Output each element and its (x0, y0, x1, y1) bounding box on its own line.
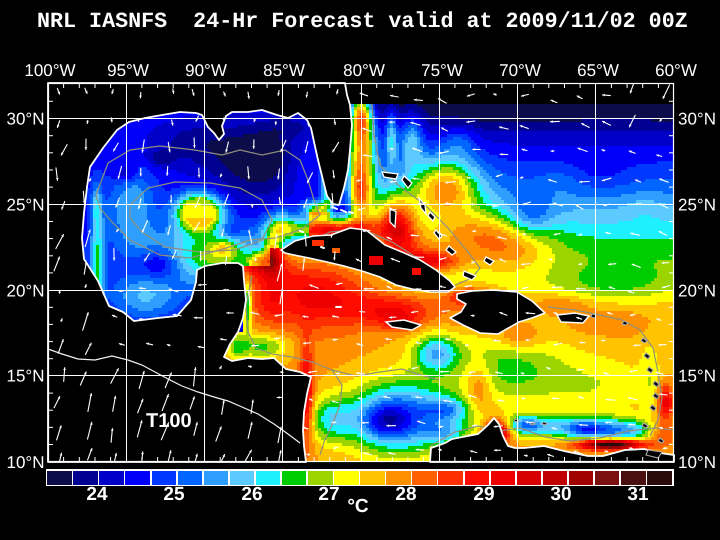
svg-text:100°W: 100°W (24, 61, 75, 80)
svg-text:31: 31 (627, 484, 649, 505)
svg-text:°C: °C (347, 496, 369, 517)
svg-text:75°W: 75°W (421, 61, 463, 80)
svg-text:15°N: 15°N (678, 367, 716, 386)
svg-text:95°W: 95°W (107, 61, 149, 80)
svg-text:30: 30 (550, 484, 571, 505)
svg-text:10°N: 10°N (678, 453, 716, 472)
svg-text:NRL IASNFS 24-Hr Forecast val: NRL IASNFS 24-Hr Forecast valid at 2009/… (37, 9, 688, 34)
svg-text:15°N: 15°N (7, 367, 45, 386)
svg-text:28: 28 (395, 484, 416, 505)
svg-text:25: 25 (163, 484, 185, 505)
svg-text:80°W: 80°W (343, 61, 385, 80)
svg-text:27: 27 (318, 484, 339, 505)
svg-text:25°N: 25°N (7, 196, 45, 215)
svg-text:85°W: 85°W (263, 61, 305, 80)
svg-text:24: 24 (86, 484, 108, 505)
svg-text:20°N: 20°N (678, 282, 716, 301)
svg-text:60°W: 60°W (655, 61, 697, 80)
svg-text:30°N: 30°N (678, 110, 716, 129)
svg-text:20°N: 20°N (7, 282, 45, 301)
svg-text:10°N: 10°N (7, 453, 45, 472)
svg-text:25°N: 25°N (678, 196, 716, 215)
svg-text:65°W: 65°W (577, 61, 619, 80)
svg-text:30°N: 30°N (7, 110, 45, 129)
svg-text:T100: T100 (146, 410, 192, 432)
svg-text:29: 29 (473, 484, 494, 505)
svg-text:26: 26 (241, 484, 262, 505)
svg-text:90°W: 90°W (185, 61, 227, 80)
svg-text:70°W: 70°W (499, 61, 541, 80)
